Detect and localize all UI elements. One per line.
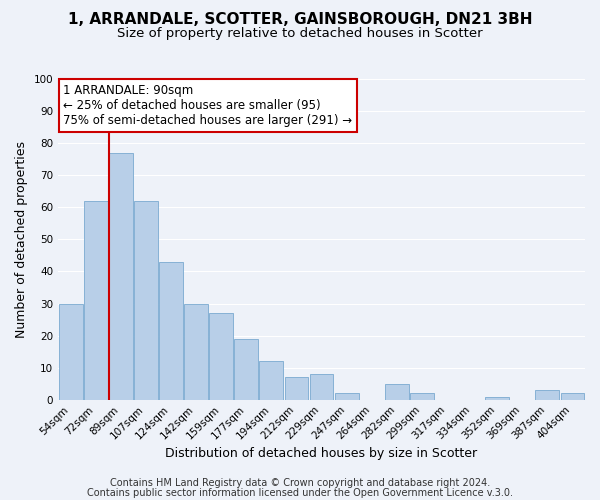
Bar xyxy=(159,262,183,400)
Bar xyxy=(259,361,283,400)
Text: 1 ARRANDALE: 90sqm
← 25% of detached houses are smaller (95)
75% of semi-detache: 1 ARRANDALE: 90sqm ← 25% of detached hou… xyxy=(64,84,352,127)
X-axis label: Distribution of detached houses by size in Scotter: Distribution of detached houses by size … xyxy=(166,447,478,460)
Bar xyxy=(284,378,308,400)
Bar xyxy=(235,339,258,400)
Bar xyxy=(59,304,83,400)
Bar xyxy=(109,153,133,400)
Text: Contains public sector information licensed under the Open Government Licence v.: Contains public sector information licen… xyxy=(87,488,513,498)
Text: 1, ARRANDALE, SCOTTER, GAINSBOROUGH, DN21 3BH: 1, ARRANDALE, SCOTTER, GAINSBOROUGH, DN2… xyxy=(68,12,532,28)
Bar xyxy=(535,390,559,400)
Y-axis label: Number of detached properties: Number of detached properties xyxy=(15,141,28,338)
Bar xyxy=(184,304,208,400)
Bar xyxy=(134,201,158,400)
Text: Size of property relative to detached houses in Scotter: Size of property relative to detached ho… xyxy=(117,28,483,40)
Bar xyxy=(310,374,334,400)
Text: Contains HM Land Registry data © Crown copyright and database right 2024.: Contains HM Land Registry data © Crown c… xyxy=(110,478,490,488)
Bar xyxy=(84,201,107,400)
Bar xyxy=(560,394,584,400)
Bar xyxy=(209,313,233,400)
Bar xyxy=(335,394,359,400)
Bar xyxy=(485,396,509,400)
Bar xyxy=(385,384,409,400)
Bar xyxy=(410,394,434,400)
